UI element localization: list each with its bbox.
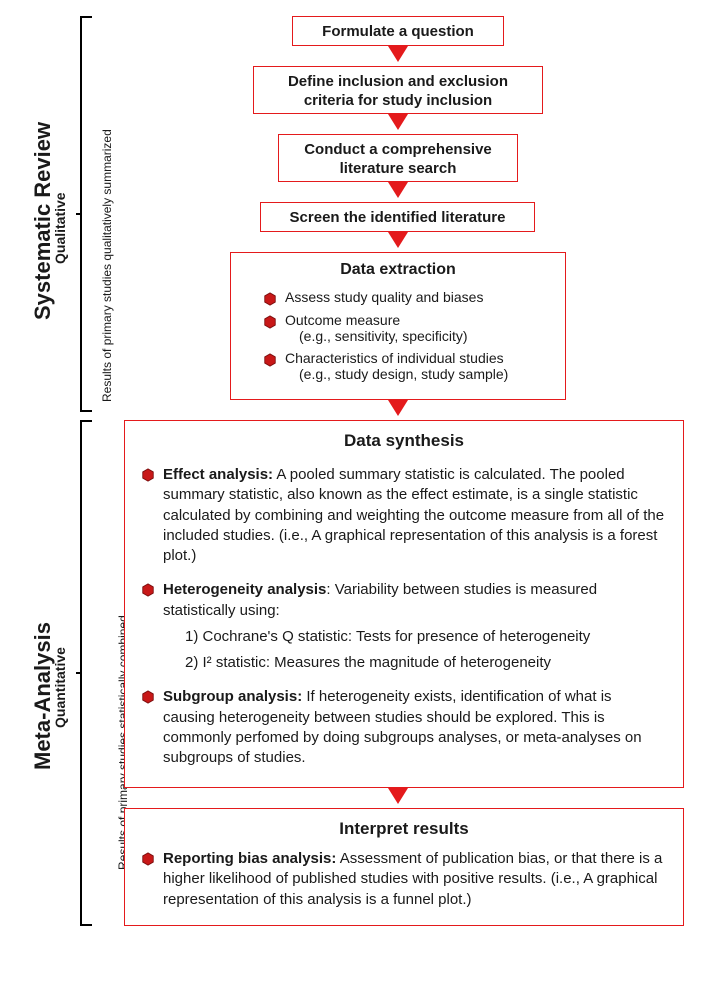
flow-arrow-icon xyxy=(388,400,408,416)
box5-item: Assess study quality and biases xyxy=(263,289,551,306)
box2-text: Define inclusion and exclusion criteria … xyxy=(264,73,532,111)
box6-title: Data synthesis xyxy=(141,431,667,451)
box4-text: Screen the identified literature xyxy=(271,209,524,226)
flow-arrow-icon xyxy=(388,788,408,804)
box5-item: Outcome measure (e.g., sensitivity, spec… xyxy=(263,312,551,344)
box5-item: Characteristics of individual studies (e… xyxy=(263,350,551,382)
box7-title: Interpret results xyxy=(141,819,667,839)
bullet-text: Heterogeneity analysis: Variability betw… xyxy=(163,580,667,621)
box-screen-literature: Screen the identified literature xyxy=(260,202,535,232)
flow-arrow-icon xyxy=(388,46,408,62)
bracket-meta-analysis xyxy=(80,420,82,926)
label-quantitative: Quantitative xyxy=(52,647,68,728)
box6-sub2: 2) I² statistic: Measures the magnitude … xyxy=(185,653,667,673)
box5-items: Assess study quality and biases Outcome … xyxy=(245,289,551,382)
hex-bullet-icon xyxy=(141,468,155,482)
box-data-extraction: Data extraction Assess study quality and… xyxy=(230,252,566,400)
box-formulate-question: Formulate a question xyxy=(292,16,504,46)
label-qualitative: Qualitative xyxy=(52,192,68,264)
label-sr-desc: Results of primary studies qualitatively… xyxy=(100,129,114,402)
hex-bullet-icon xyxy=(263,292,277,306)
box6-item-effect: Effect analysis: A pooled summary statis… xyxy=(141,465,667,566)
bullet-text: Subgroup analysis: If heterogeneity exis… xyxy=(163,687,667,768)
box-define-criteria: Define inclusion and exclusion criteria … xyxy=(253,66,543,114)
bullet-text: Outcome measure (e.g., sensitivity, spec… xyxy=(285,312,551,344)
hex-bullet-icon xyxy=(263,315,277,329)
bullet-text: Characteristics of individual studies (e… xyxy=(285,350,551,382)
bullet-text: Effect analysis: A pooled summary statis… xyxy=(163,465,667,566)
box6-item-subgroup: Subgroup analysis: If heterogeneity exis… xyxy=(141,687,667,768)
box6-item-heterogeneity: Heterogeneity analysis: Variability betw… xyxy=(141,580,667,621)
bullet-text: Reporting bias analysis: Assessment of p… xyxy=(163,849,667,910)
box-data-synthesis: Data synthesis Effect analysis: A pooled… xyxy=(124,420,684,788)
flowchart-canvas: Systematic Review Qualitative Results of… xyxy=(0,0,702,988)
box1-text: Formulate a question xyxy=(303,23,493,40)
flow-arrow-icon xyxy=(388,182,408,198)
hex-bullet-icon xyxy=(141,852,155,866)
box7-item-reporting-bias: Reporting bias analysis: Assessment of p… xyxy=(141,849,667,910)
bracket-systematic-review xyxy=(80,16,82,412)
hex-bullet-icon xyxy=(141,583,155,597)
box6-sub1: 1) Cochrane's Q statistic: Tests for pre… xyxy=(185,627,667,647)
box5-title: Data extraction xyxy=(245,261,551,279)
box-interpret-results: Interpret results Reporting bias analysi… xyxy=(124,808,684,926)
box3-text: Conduct a comprehensive literature searc… xyxy=(289,141,507,179)
bullet-text: Assess study quality and biases xyxy=(285,289,551,305)
hex-bullet-icon xyxy=(141,690,155,704)
flow-arrow-icon xyxy=(388,114,408,130)
box-literature-search: Conduct a comprehensive literature searc… xyxy=(278,134,518,182)
hex-bullet-icon xyxy=(263,353,277,367)
flow-arrow-icon xyxy=(388,232,408,248)
